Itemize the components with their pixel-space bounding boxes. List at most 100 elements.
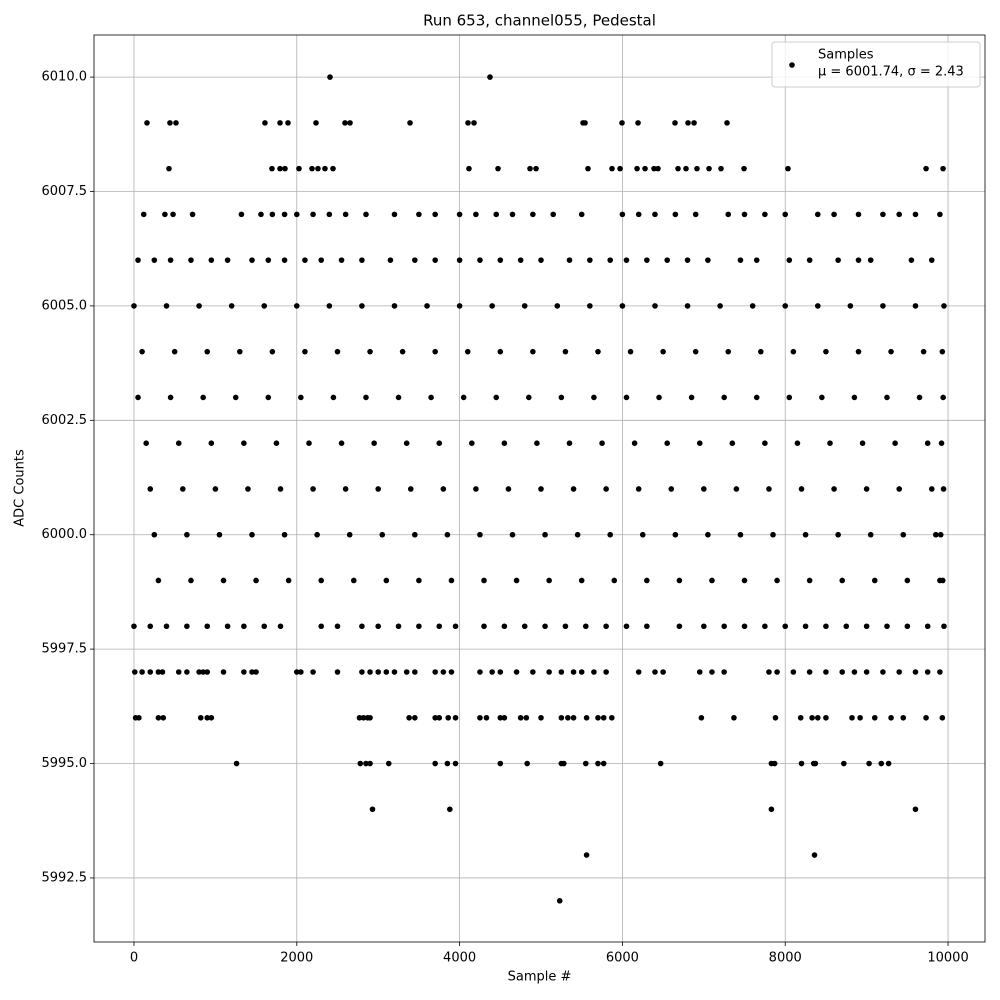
legend-box bbox=[771, 41, 981, 88]
point bbox=[237, 348, 243, 355]
point bbox=[189, 211, 196, 218]
point bbox=[281, 531, 288, 538]
series bbox=[131, 74, 947, 904]
point bbox=[809, 714, 815, 721]
point bbox=[314, 531, 320, 538]
point bbox=[896, 211, 902, 218]
point bbox=[692, 348, 699, 355]
point bbox=[558, 394, 565, 401]
point bbox=[888, 714, 894, 721]
y-axis-label: ADC Counts bbox=[13, 449, 28, 527]
point bbox=[871, 714, 878, 721]
point bbox=[466, 165, 472, 172]
point bbox=[878, 760, 885, 767]
point bbox=[151, 257, 158, 263]
x-tick-label: 10000 bbox=[927, 951, 968, 966]
point bbox=[530, 669, 536, 675]
point bbox=[652, 303, 658, 309]
point bbox=[696, 669, 703, 675]
point bbox=[395, 623, 402, 630]
point bbox=[753, 394, 760, 401]
point bbox=[635, 211, 642, 218]
point bbox=[928, 486, 935, 492]
point bbox=[228, 303, 235, 309]
point bbox=[391, 669, 398, 675]
point bbox=[196, 669, 202, 675]
point bbox=[473, 211, 479, 218]
point bbox=[407, 486, 414, 492]
point bbox=[814, 211, 821, 218]
point bbox=[473, 486, 479, 492]
point bbox=[277, 486, 284, 492]
point bbox=[600, 760, 607, 767]
point bbox=[416, 211, 422, 218]
point bbox=[603, 623, 609, 630]
point bbox=[823, 669, 829, 675]
point bbox=[642, 165, 648, 172]
point bbox=[477, 669, 483, 675]
point bbox=[131, 303, 137, 309]
point bbox=[578, 211, 585, 218]
point bbox=[298, 669, 304, 675]
point bbox=[293, 303, 300, 309]
point bbox=[741, 165, 747, 172]
point bbox=[566, 440, 573, 446]
point bbox=[367, 760, 373, 767]
point bbox=[363, 760, 369, 767]
point bbox=[582, 623, 589, 630]
point bbox=[859, 440, 866, 446]
point bbox=[424, 303, 430, 309]
point bbox=[357, 760, 364, 767]
legend-label: Samples bbox=[818, 48, 874, 63]
point bbox=[383, 669, 390, 675]
point bbox=[135, 394, 141, 401]
point bbox=[676, 623, 683, 630]
point bbox=[823, 623, 829, 630]
point bbox=[685, 120, 691, 126]
point bbox=[338, 440, 345, 446]
point bbox=[155, 577, 162, 584]
point bbox=[583, 714, 590, 721]
point bbox=[258, 211, 264, 218]
point bbox=[369, 806, 376, 813]
y-tick-label: 6002.5 bbox=[42, 413, 88, 428]
point bbox=[839, 669, 846, 675]
point bbox=[542, 531, 548, 538]
point bbox=[814, 303, 821, 309]
point bbox=[220, 577, 227, 584]
point bbox=[481, 623, 487, 630]
point bbox=[147, 486, 154, 492]
x-tick-label: 8000 bbox=[769, 951, 802, 966]
point bbox=[534, 440, 540, 446]
y-tick-label: 5997.5 bbox=[42, 642, 88, 657]
point bbox=[238, 211, 245, 218]
x-tick-label: 6000 bbox=[606, 951, 639, 966]
point bbox=[249, 531, 255, 538]
point bbox=[656, 394, 662, 401]
point bbox=[245, 486, 251, 492]
point bbox=[698, 714, 705, 721]
point bbox=[501, 440, 508, 446]
point bbox=[277, 623, 284, 630]
point bbox=[664, 440, 670, 446]
point bbox=[403, 669, 410, 675]
point bbox=[786, 257, 793, 263]
point bbox=[523, 714, 530, 721]
point bbox=[660, 348, 666, 355]
point bbox=[585, 165, 591, 172]
point bbox=[525, 394, 532, 401]
point bbox=[766, 669, 772, 675]
point bbox=[261, 623, 268, 630]
point bbox=[315, 165, 321, 172]
point bbox=[432, 714, 438, 721]
point bbox=[940, 486, 947, 492]
point bbox=[493, 211, 500, 218]
point bbox=[147, 623, 154, 630]
point bbox=[285, 120, 291, 126]
point bbox=[445, 714, 452, 721]
point bbox=[912, 211, 919, 218]
point bbox=[841, 760, 847, 767]
point bbox=[782, 623, 789, 630]
point bbox=[135, 257, 141, 263]
